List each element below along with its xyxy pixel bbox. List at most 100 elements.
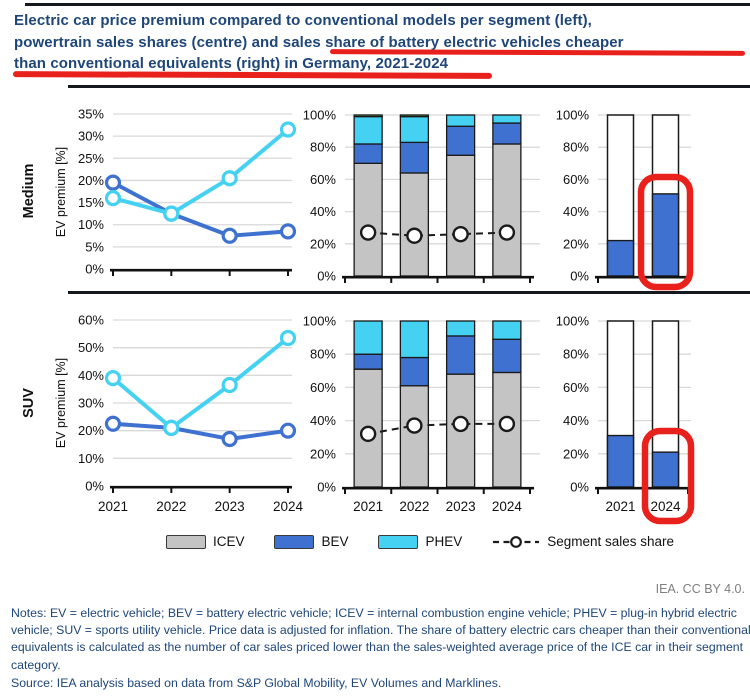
svg-text:40%: 40% [310, 413, 336, 428]
legend-item-bev: BEV [274, 534, 348, 549]
svg-text:0%: 0% [85, 262, 104, 277]
legend-item-phev: PHEV [378, 534, 462, 549]
svg-text:2022: 2022 [399, 499, 429, 514]
svg-text:20%: 20% [78, 423, 104, 438]
svg-text:0%: 0% [85, 479, 104, 494]
svg-text:100%: 100% [303, 108, 337, 123]
suv-bev-cheaper-share-bar-chart: 0% 20% 40% 60% 80% 100% 2021 2024 [556, 314, 695, 525]
svg-text:80%: 80% [310, 347, 336, 362]
y-axis-tick-labels: 0% 20% 40% 60% 80% 100% [303, 108, 337, 284]
figure-top-rule [68, 85, 750, 88]
segment-sales-share-overlay [359, 224, 516, 244]
gridlines [113, 319, 292, 459]
series-phev [104, 329, 297, 437]
svg-text:60%: 60% [310, 172, 336, 187]
svg-text:2024: 2024 [650, 499, 681, 514]
svg-text:60%: 60% [563, 172, 589, 187]
y-axis-tick-labels: 0% 20% 40% 60% 80% 100% [556, 314, 590, 495]
series-bev [104, 415, 297, 448]
x-axis-labels: 2021 2022 2023 2024 [353, 499, 522, 514]
svg-text:2024: 2024 [492, 499, 523, 514]
legend-label-phev: PHEV [425, 534, 463, 549]
svg-text:30%: 30% [78, 396, 104, 411]
source-text: Source: IEA analysis based on data from … [11, 675, 502, 690]
icev-swatch [165, 534, 206, 549]
svg-text:60%: 60% [310, 380, 336, 395]
medium-bev-cheaper-share-bar-chart: 0% 20% 40% 60% 80% 100% [556, 108, 694, 291]
svg-text:40%: 40% [563, 413, 589, 428]
phev-swatch [378, 534, 419, 549]
svg-text:40%: 40% [563, 204, 589, 219]
svg-text:80%: 80% [563, 140, 589, 155]
legend-label-segment-sales-share: Segment sales share [547, 534, 675, 549]
stacked-bars [353, 114, 522, 277]
x-axis-labels: 2021 2024 [605, 499, 681, 514]
title-line-2: powertrain sales shares (centre) and sal… [14, 33, 624, 51]
svg-text:0%: 0% [317, 269, 336, 284]
svg-text:80%: 80% [310, 140, 336, 155]
svg-text:2023: 2023 [446, 499, 476, 514]
svg-text:2023: 2023 [215, 499, 245, 514]
svg-text:5%: 5% [85, 239, 104, 254]
svg-text:2022: 2022 [156, 499, 186, 514]
cheaper-share-bars [606, 320, 680, 488]
annotation-red-box [641, 427, 695, 525]
figure-row-divider-rule [68, 291, 750, 294]
legend-item-icev: ICEV [165, 534, 244, 549]
svg-text:40%: 40% [78, 368, 104, 383]
svg-text:60%: 60% [78, 313, 104, 328]
svg-text:2021: 2021 [98, 499, 128, 514]
svg-text:15%: 15% [78, 195, 104, 210]
y-axis-tick-labels: 0% 20% 40% 60% 80% 100% [556, 108, 590, 284]
svg-text:20%: 20% [78, 173, 104, 188]
svg-text:20%: 20% [563, 236, 589, 251]
svg-text:35%: 35% [78, 107, 104, 122]
suv-powertrain-shares-bar-chart: 0% 20% 40% 60% 80% 100% 2021 2022 2023 2024 [303, 314, 540, 514]
notes-text: Notes: EV = electric vehicle; BEV = batt… [11, 606, 750, 672]
svg-text:50%: 50% [78, 340, 104, 355]
row-label-suv: SUV [21, 388, 37, 418]
segment-sales-share-overlay [359, 415, 516, 443]
series-phev [104, 121, 297, 222]
title-line-3: than conventional equivalents (right) in… [14, 55, 449, 72]
svg-text:100%: 100% [556, 314, 590, 329]
svg-text:60%: 60% [563, 380, 589, 395]
legend-item-segment-sales-share: Segment sales share [492, 534, 674, 549]
annotation-red-box [637, 173, 694, 291]
svg-text:30%: 30% [78, 129, 104, 144]
row-label-medium: Medium [21, 163, 37, 219]
svg-text:0%: 0% [317, 480, 336, 495]
svg-text:100%: 100% [556, 108, 590, 123]
bev-swatch [274, 534, 315, 549]
iea-attribution: IEA. CC BY 4.0. [655, 582, 745, 596]
svg-text:25%: 25% [78, 151, 104, 166]
title-line-1: Electric car price premium compared to c… [14, 12, 592, 29]
svg-text:0%: 0% [570, 480, 589, 495]
svg-text:0%: 0% [570, 269, 589, 284]
stacked-bars [353, 320, 522, 488]
y-axis-tick-labels: 0% 5% 10% 15% 20% 25% 30% 35% [78, 107, 104, 277]
medium-ev-premium-line-chart: 0% 5% 10% 15% 20% 25% 30% 35% [78, 107, 297, 277]
suv-ev-premium-line-chart: 0% 10% 20% 30% 40% 50% 60% 2021 2022 2023 2024 [78, 313, 304, 515]
svg-text:10%: 10% [78, 217, 104, 232]
svg-text:2021: 2021 [353, 499, 383, 514]
y-axis-tick-labels: 0% 10% 20% 30% 40% 50% 60% [78, 313, 104, 494]
svg-text:20%: 20% [310, 446, 336, 461]
svg-text:40%: 40% [310, 204, 336, 219]
svg-text:20%: 20% [563, 446, 589, 461]
figure-title: Electric car price premium compared to c… [14, 10, 750, 75]
medium-powertrain-shares-bar-chart: 0% 20% 40% 60% 80% 100% [303, 108, 540, 284]
dashed-line-circle-marker-icon [493, 535, 540, 548]
svg-text:2024: 2024 [273, 499, 304, 514]
svg-text:80%: 80% [563, 347, 589, 362]
footer-notes-block: Notes: EV = electric vehicle; BEV = batt… [11, 605, 750, 692]
svg-text:20%: 20% [310, 236, 336, 251]
y-axis-tick-labels: 0% 20% 40% 60% 80% 100% [303, 314, 337, 495]
page-top-border [25, 3, 750, 6]
annotation-red-underline-2 [12, 70, 493, 78]
legend-label-bev: BEV [321, 534, 349, 549]
svg-text:10%: 10% [78, 451, 104, 466]
svg-text:100%: 100% [303, 314, 337, 329]
legend: ICEV BEV PHEV Segment sales share [120, 534, 720, 549]
